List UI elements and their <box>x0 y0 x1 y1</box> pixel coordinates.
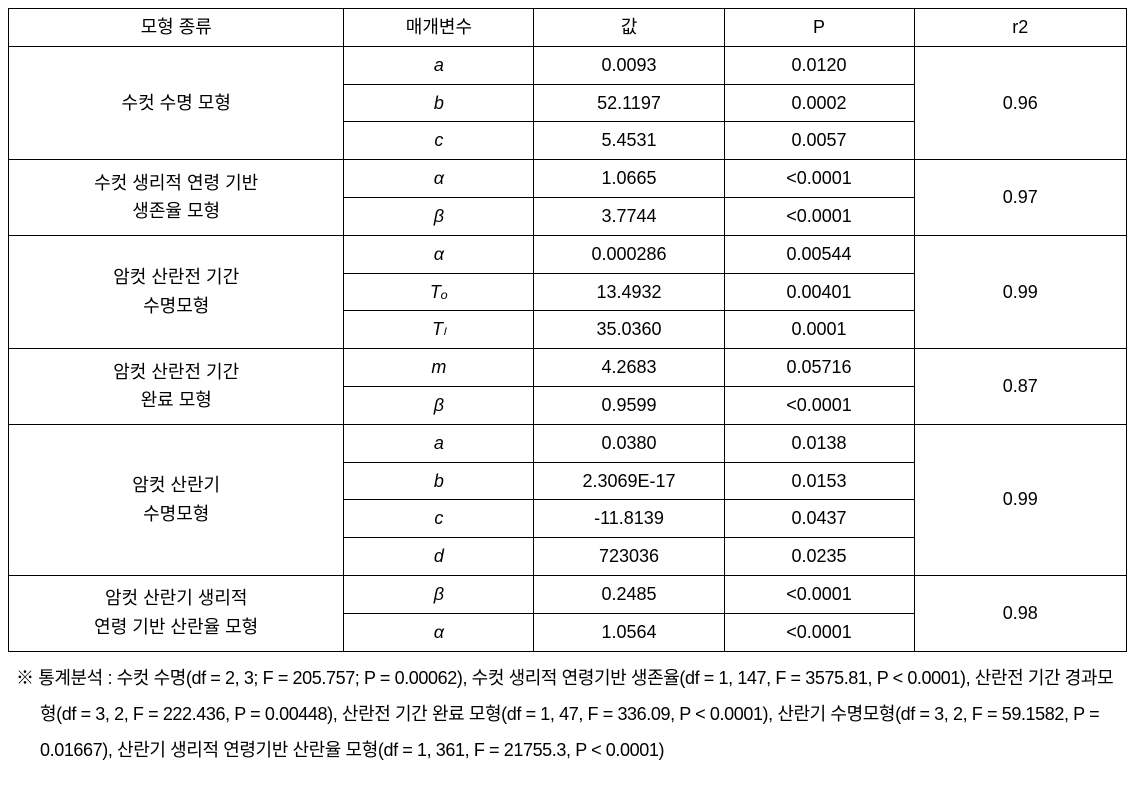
cell-param: β <box>344 575 534 613</box>
cell-value: 0.0093 <box>534 46 724 84</box>
cell-value: 0.000286 <box>534 235 724 273</box>
cell-p: 0.0138 <box>724 424 914 462</box>
cell-param: b <box>344 84 534 122</box>
table-row: 암컷 산란기 생리적연령 기반 산란율 모형β0.2485<0.00010.98 <box>9 575 1127 613</box>
cell-value: 723036 <box>534 538 724 576</box>
cell-p: <0.0001 <box>724 197 914 235</box>
cell-value: 1.0665 <box>534 160 724 198</box>
cell-r2: 0.98 <box>914 575 1126 651</box>
cell-r2: 0.87 <box>914 349 1126 425</box>
cell-model: 암컷 산란기 생리적연령 기반 산란율 모형 <box>9 575 344 651</box>
cell-p: 0.0001 <box>724 311 914 349</box>
cell-value: 5.4531 <box>534 122 724 160</box>
cell-param: m <box>344 349 534 387</box>
cell-p: <0.0001 <box>724 160 914 198</box>
cell-r2: 0.96 <box>914 46 1126 159</box>
cell-param: b <box>344 462 534 500</box>
cell-param: α <box>344 235 534 273</box>
header-value: 값 <box>534 9 724 47</box>
cell-value: 1.0564 <box>534 613 724 651</box>
cell-value: 2.3069E-17 <box>534 462 724 500</box>
cell-model: 수컷 수명 모형 <box>9 46 344 159</box>
cell-p: 0.0235 <box>724 538 914 576</box>
cell-value: 0.0380 <box>534 424 724 462</box>
cell-p: <0.0001 <box>724 613 914 651</box>
cell-p: 0.05716 <box>724 349 914 387</box>
table-row: 암컷 산란기수명모형a0.03800.01380.99 <box>9 424 1127 462</box>
table-header-row: 모형 종류 매개변수 값 P r2 <box>9 9 1127 47</box>
cell-value: -11.8139 <box>534 500 724 538</box>
cell-p: 0.0002 <box>724 84 914 122</box>
cell-param: β <box>344 197 534 235</box>
header-param: 매개변수 <box>344 9 534 47</box>
cell-model: 암컷 산란전 기간수명모형 <box>9 235 344 348</box>
cell-param: Tₗ <box>344 311 534 349</box>
cell-r2: 0.97 <box>914 160 1126 236</box>
cell-value: 3.7744 <box>534 197 724 235</box>
cell-p: <0.0001 <box>724 386 914 424</box>
cell-value: 0.9599 <box>534 386 724 424</box>
cell-model: 수컷 생리적 연령 기반생존율 모형 <box>9 160 344 236</box>
cell-p: <0.0001 <box>724 575 914 613</box>
cell-p: 0.0120 <box>724 46 914 84</box>
cell-p: 0.00401 <box>724 273 914 311</box>
cell-p: 0.0437 <box>724 500 914 538</box>
cell-p: 0.0153 <box>724 462 914 500</box>
cell-p: 0.00544 <box>724 235 914 273</box>
cell-param: d <box>344 538 534 576</box>
cell-r2: 0.99 <box>914 235 1126 348</box>
cell-value: 52.1197 <box>534 84 724 122</box>
table-row: 암컷 산란전 기간완료 모형m4.26830.057160.87 <box>9 349 1127 387</box>
table-row: 수컷 수명 모형a0.00930.01200.96 <box>9 46 1127 84</box>
cell-param: β <box>344 386 534 424</box>
cell-value: 13.4932 <box>534 273 724 311</box>
table-body: 수컷 수명 모형a0.00930.01200.96b52.11970.0002c… <box>9 46 1127 651</box>
cell-param: c <box>344 122 534 160</box>
cell-value: 0.2485 <box>534 575 724 613</box>
cell-param: a <box>344 424 534 462</box>
cell-value: 35.0360 <box>534 311 724 349</box>
table-row: 수컷 생리적 연령 기반생존율 모형α1.0665<0.00010.97 <box>9 160 1127 198</box>
header-p: P <box>724 9 914 47</box>
cell-param: Tₒ <box>344 273 534 311</box>
cell-param: c <box>344 500 534 538</box>
cell-model: 암컷 산란전 기간완료 모형 <box>9 349 344 425</box>
cell-model: 암컷 산란기수명모형 <box>9 424 344 575</box>
cell-r2: 0.99 <box>914 424 1126 575</box>
table-row: 암컷 산란전 기간수명모형α0.0002860.005440.99 <box>9 235 1127 273</box>
header-model: 모형 종류 <box>9 9 344 47</box>
cell-param: α <box>344 613 534 651</box>
cell-param: a <box>344 46 534 84</box>
cell-value: 4.2683 <box>534 349 724 387</box>
footnote: ※ 통계분석 : 수컷 수명(df = 2, 3; F = 205.757; P… <box>8 660 1127 768</box>
cell-p: 0.0057 <box>724 122 914 160</box>
stats-table: 모형 종류 매개변수 값 P r2 수컷 수명 모형a0.00930.01200… <box>8 8 1127 652</box>
header-r2: r2 <box>914 9 1126 47</box>
cell-param: α <box>344 160 534 198</box>
